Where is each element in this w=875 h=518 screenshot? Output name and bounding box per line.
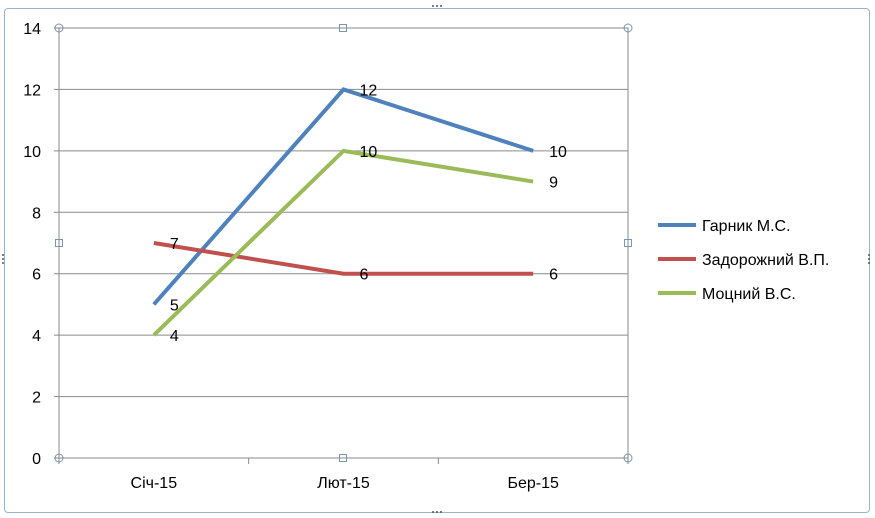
y-tick-label: 2 — [32, 390, 41, 407]
y-tick-label: 14 — [23, 21, 41, 38]
data-labels: 5 12 10 7 6 6 4 10 9 — [170, 82, 567, 345]
x-tick-label: Лют-15 — [317, 475, 370, 492]
x-tick-label: Січ-15 — [131, 475, 178, 492]
data-label: 6 — [549, 267, 558, 284]
y-tick-label: 0 — [32, 451, 41, 468]
y-axis: 0 2 4 6 8 10 12 14 — [23, 21, 59, 468]
data-label: 5 — [170, 297, 179, 314]
series-line — [153, 241, 534, 276]
x-tick-label: Бер-15 — [507, 475, 559, 492]
frame-grip-dot — [432, 5, 434, 7]
data-label: 4 — [170, 328, 179, 345]
frame-grip-dot — [440, 511, 442, 513]
frame-grip-dot — [868, 254, 870, 256]
frame-grip-dot — [436, 5, 438, 7]
frame-grip-dot — [2, 262, 4, 264]
x-axis: Січ-15 Лют-15 Бер-15 — [58, 458, 629, 492]
frame-grip-dot — [868, 258, 870, 260]
data-label: 9 — [549, 175, 558, 192]
frame-grip-dot — [868, 262, 870, 264]
frame-grip-dot — [432, 511, 434, 513]
y-tick-label: 4 — [32, 328, 41, 345]
y-tick-label: 12 — [23, 82, 41, 99]
gridlines — [59, 88, 628, 398]
series-line — [152, 87, 534, 306]
legend-label: Моцний В.С. — [702, 286, 796, 303]
frame-grip-dot — [440, 5, 442, 7]
legend-label: Гарник М.С. — [702, 218, 791, 235]
frame-grip-dot — [2, 254, 4, 256]
frame-grip-dot — [2, 258, 4, 260]
data-label: 10 — [360, 144, 378, 161]
data-label: 7 — [170, 236, 179, 253]
y-tick-label: 10 — [23, 144, 41, 161]
y-tick-label: 8 — [32, 205, 41, 222]
legend-label: Задорожний В.П. — [702, 252, 829, 269]
series-line — [152, 148, 534, 337]
data-label: 10 — [549, 144, 567, 161]
frame-grip-dot — [436, 511, 438, 513]
data-label: 12 — [360, 82, 378, 99]
series-lines — [152, 87, 534, 337]
data-label: 6 — [360, 267, 369, 284]
chart-area[interactable] — [4, 8, 870, 513]
y-tick-label: 6 — [32, 267, 41, 284]
legend: Гарник М.С. Задорожний В.П. Моцний В.С. — [658, 218, 829, 303]
plot-area — [58, 27, 629, 459]
